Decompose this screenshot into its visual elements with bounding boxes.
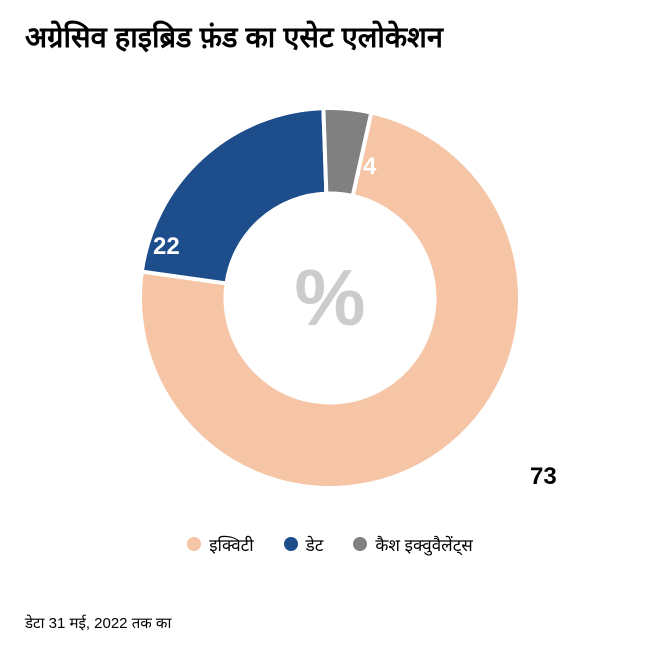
- legend-label: इक्विटी: [209, 533, 253, 556]
- legend: इक्विटी डेट कैश इक्वुवैलेंट्स: [25, 533, 635, 556]
- slice-value-label: 73: [530, 463, 557, 491]
- legend-item: डेट: [284, 533, 324, 556]
- chart-title: अग्रेसिव हाइब्रिड फ़ंड का एसेट एलोकेशन: [25, 20, 635, 58]
- legend-item: कैश इक्वुवैलेंट्स: [353, 533, 472, 556]
- legend-marker: [353, 537, 367, 551]
- legend-marker: [284, 537, 298, 551]
- legend-item: इक्विटी: [187, 533, 253, 556]
- legend-label: कैश इक्वुवैलेंट्स: [375, 533, 472, 556]
- slice-value-label: 22: [153, 233, 180, 261]
- chart-container: अग्रेसिव हाइब्रिड फ़ंड का एसेट एलोकेशन %…: [0, 0, 660, 653]
- chart-area: % 73 4 22: [25, 73, 635, 523]
- legend-marker: [187, 537, 201, 551]
- donut-wrapper: %: [130, 98, 530, 498]
- center-percent-symbol: %: [294, 252, 365, 344]
- footnote: डेटा 31 मई, 2022 तक का: [25, 613, 171, 633]
- slice-value-label: 4: [363, 153, 376, 181]
- legend-label: डेट: [306, 533, 324, 556]
